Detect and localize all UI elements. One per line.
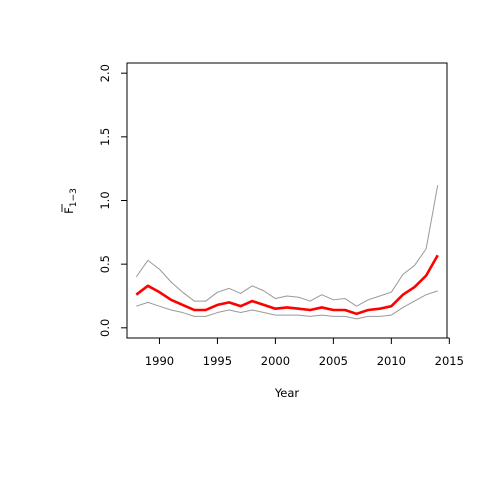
y-tick-label: 2.0 xyxy=(98,64,112,82)
x-tick-label: 2000 xyxy=(261,354,290,368)
series-layer xyxy=(135,185,439,320)
svg-text:F1−3: F1−3 xyxy=(62,188,79,214)
x-tick-label: 1995 xyxy=(203,354,232,368)
x-tick-label: 1990 xyxy=(145,354,174,368)
y-axis-title-main: F xyxy=(62,207,76,214)
y-tick-label: 0.0 xyxy=(98,319,112,337)
y-axis-title: F1−3 xyxy=(61,188,79,214)
y-tick-label: 0.5 xyxy=(98,255,112,273)
x-tick-label: 2015 xyxy=(435,354,464,368)
y-axis-title-subscript: 1−3 xyxy=(69,188,79,207)
x-axis: 1990 1995 2000 2005 2010 2015 xyxy=(145,337,464,368)
y-tick-label: 1.0 xyxy=(98,191,112,209)
y-axis: 0.0 0.5 1.0 1.5 2.0 xyxy=(98,64,128,337)
x-tick-label: 2005 xyxy=(319,354,348,368)
x-tick-label: 2010 xyxy=(377,354,406,368)
series-line-lower-bound xyxy=(136,290,438,320)
series-line-estimate xyxy=(135,254,439,316)
x-axis-title: Year xyxy=(274,386,300,400)
y-tick-label: 1.5 xyxy=(98,128,112,146)
series-line-upper-bound xyxy=(135,185,439,307)
plot-box xyxy=(126,62,448,339)
